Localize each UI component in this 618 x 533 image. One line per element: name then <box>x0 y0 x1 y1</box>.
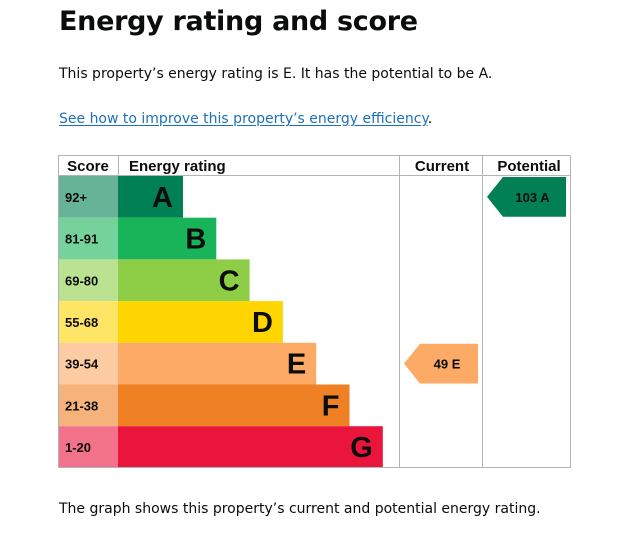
rating-summary: This property’s energy rating is E. It h… <box>59 66 493 82</box>
graph-description: The graph shows this property’s current … <box>59 501 541 517</box>
rating-letter-f: F <box>322 390 340 422</box>
score-label-c: 69-80 <box>65 273 98 288</box>
chart-grid <box>58 155 571 468</box>
energy-rating-graph: 92+ A81-91 B69-80 C55-68 D39-54 E21-38 F1-20 G … <box>58 155 571 468</box>
score-label-f: 21-38 <box>65 398 98 413</box>
rating-letter-b: B <box>185 224 206 256</box>
score-label-e: 39-54 <box>65 357 99 372</box>
score-cell-b <box>58 217 118 260</box>
chart-border <box>58 155 571 468</box>
rating-bar-d <box>118 301 283 343</box>
header-score: Score <box>67 158 109 175</box>
rating-bar-g <box>118 426 383 468</box>
chart-headers: Score Energy rating Current Potential <box>67 158 561 175</box>
score-cell-e <box>58 342 118 385</box>
rating-bar-b <box>118 217 217 260</box>
page-title: Energy rating and score <box>59 6 418 37</box>
header-energy-rating: Energy rating <box>129 158 226 175</box>
rating-bands: 92+ A 81-91 B 69-80 C 55-68 D 39-54 E 21-38 F 1-20 G <box>58 176 383 468</box>
current-rating-label: 49 E <box>434 357 461 372</box>
improve-link-suffix: . <box>427 111 433 127</box>
rating-bar-f <box>118 384 350 427</box>
header-potential: Potential <box>497 158 560 175</box>
rating-letter-g: G <box>350 432 373 464</box>
score-label-b: 81-91 <box>65 232 98 247</box>
header-current: Current <box>415 158 469 175</box>
rating-bar-c <box>118 259 250 302</box>
score-cell-f <box>58 384 118 427</box>
score-label-d: 55-68 <box>65 315 98 330</box>
rating-indicators: 49 E 103 A <box>404 177 566 384</box>
score-label-g: 1-20 <box>65 440 91 455</box>
rating-letter-d: D <box>252 307 273 339</box>
rating-bar-e <box>118 342 317 385</box>
score-cell-d <box>58 301 118 343</box>
score-cell-c <box>58 259 118 302</box>
rating-bar-a <box>118 176 183 218</box>
score-label-a: 92+ <box>65 190 87 205</box>
rating-letter-c: C <box>219 265 240 297</box>
rating-letter-e: E <box>287 349 306 381</box>
potential-rating-label: 103 A <box>515 190 550 205</box>
improve-link-line: See how to improve this property’s energ… <box>59 109 432 129</box>
score-cell-g <box>58 426 118 468</box>
energy-rating-chart: 92+ A 81-91 B 69-80 C 55-68 D 39-54 E 21-38 F 1-20 G … <box>58 155 571 468</box>
potential-rating-arrow <box>487 177 566 217</box>
rating-letter-a: A <box>152 182 173 214</box>
improve-efficiency-link[interactable]: See how to improve this property’s energ… <box>59 111 428 127</box>
score-cell-a <box>58 176 118 218</box>
current-rating-arrow <box>404 343 478 384</box>
